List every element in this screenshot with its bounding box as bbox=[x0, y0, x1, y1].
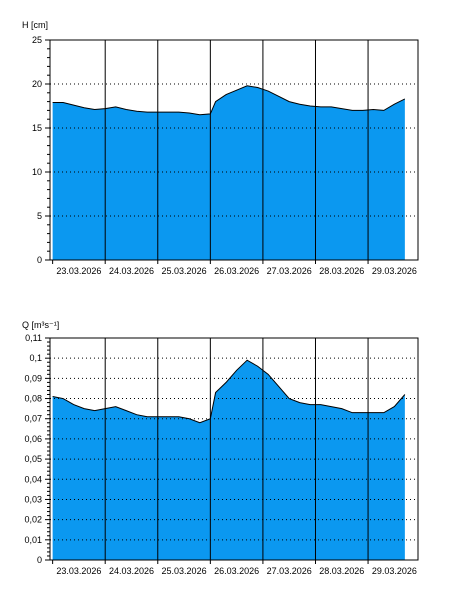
x-tick-label: 26.03.2026 bbox=[214, 566, 259, 576]
x-tick-label: 27.03.2026 bbox=[267, 266, 312, 276]
x-tick-label: 26.03.2026 bbox=[214, 266, 259, 276]
y-tick-label: 5 bbox=[37, 211, 42, 221]
y-tick-label: 0,11 bbox=[25, 333, 42, 343]
y-tick-label: 25 bbox=[32, 35, 42, 45]
y-tick-label: 0,04 bbox=[24, 474, 42, 484]
y-tick-label: 0,1 bbox=[29, 353, 42, 363]
x-tick-label: 23.03.2026 bbox=[56, 266, 101, 276]
x-tick-label: 25.03.2026 bbox=[162, 566, 207, 576]
series-line bbox=[52, 359, 406, 424]
y-axis-label: H [cm] bbox=[22, 20, 48, 30]
chart-1: 0 5 10 15 20 25 23.03.2026 24.03.2026 25.03.2026… bbox=[22, 20, 419, 276]
y-axis-label: Q [m³s⁻¹] bbox=[22, 320, 59, 330]
x-tick-label: 23.03.2026 bbox=[56, 566, 101, 576]
series-line bbox=[52, 85, 406, 116]
y-tick-label: 0,01 bbox=[24, 535, 42, 545]
x-tick-label: 25.03.2026 bbox=[162, 266, 207, 276]
y-tick-label: 0,08 bbox=[24, 394, 42, 404]
x-tick-label: 29.03.2026 bbox=[372, 566, 417, 576]
y-tick-label: 15 bbox=[32, 123, 42, 133]
x-tick-label: 24.03.2026 bbox=[109, 266, 154, 276]
y-tick-label: 0 bbox=[37, 255, 42, 265]
y-tick-label: 20 bbox=[32, 79, 42, 89]
x-tick-label: 24.03.2026 bbox=[109, 566, 154, 576]
x-tick-label: 27.03.2026 bbox=[267, 566, 312, 576]
plot-frame bbox=[49, 337, 419, 561]
y-tick-label: 0,09 bbox=[24, 373, 42, 383]
area-fill bbox=[52, 85, 405, 260]
area-fill bbox=[52, 360, 405, 560]
y-tick-label: 0,05 bbox=[24, 454, 42, 464]
y-tick-label: 0,06 bbox=[24, 434, 42, 444]
y-tick-label: 0,03 bbox=[24, 494, 42, 504]
x-tick-label: 28.03.2026 bbox=[319, 266, 364, 276]
y-tick-label: 10 bbox=[32, 167, 42, 177]
plot-frame bbox=[49, 39, 419, 261]
x-tick-label: 29.03.2026 bbox=[372, 266, 417, 276]
y-tick-label: 0,07 bbox=[24, 414, 42, 424]
x-tick-label: 28.03.2026 bbox=[319, 566, 364, 576]
y-tick-label: 0,02 bbox=[24, 515, 42, 525]
y-tick-label: 0 bbox=[37, 555, 42, 565]
chart-2: 0 0,01 0,02 0,03 0,04 0,05 0,06 0,07 0,08 0,09 0,1… bbox=[22, 320, 419, 576]
